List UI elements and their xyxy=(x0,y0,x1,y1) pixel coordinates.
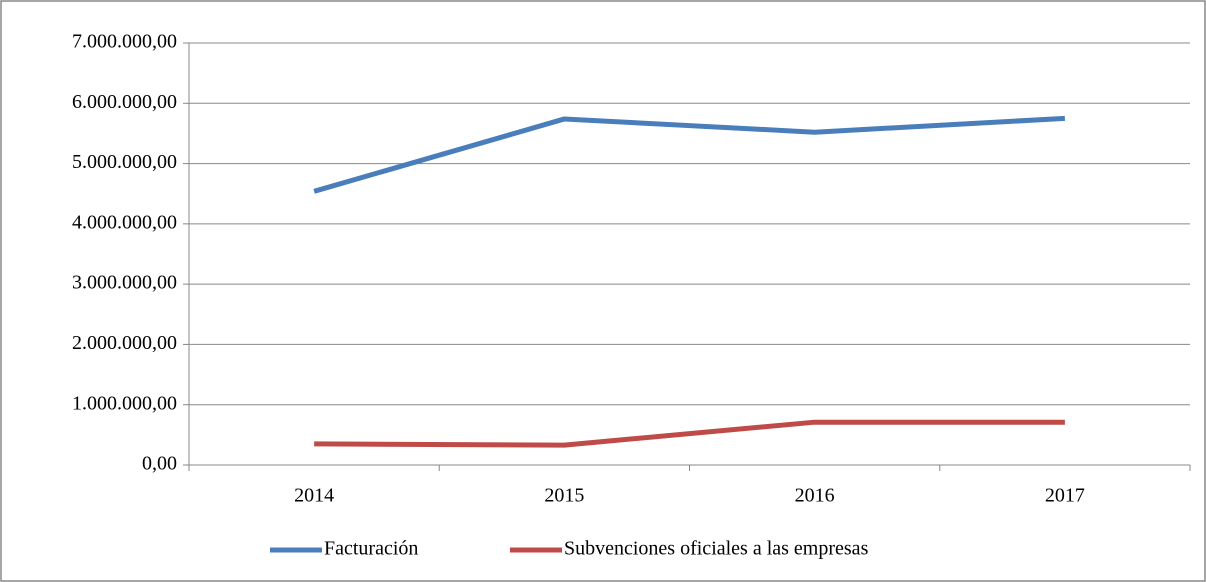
legend-label: Subvenciones oficiales a las empresas xyxy=(564,538,869,560)
data-line xyxy=(313,115,1066,194)
y-tick-label: 4.000.000,00 xyxy=(72,211,177,233)
y-tick-label: 5.000.000,00 xyxy=(72,151,177,173)
legend-label: Facturación xyxy=(324,538,418,560)
y-tick-label: 1.000.000,00 xyxy=(72,392,177,414)
data-line xyxy=(314,419,1065,448)
y-tick-label: 6.000.000,00 xyxy=(72,91,177,113)
x-tick-label: 2017 xyxy=(1045,485,1085,507)
x-tick-label: 2015 xyxy=(544,485,584,507)
x-tick-label: 2014 xyxy=(294,485,334,507)
y-tick-label: 7.000.000,00 xyxy=(72,31,177,53)
x-tick-label: 2016 xyxy=(795,485,835,507)
y-tick-label: 2.000.000,00 xyxy=(72,332,177,354)
y-tick-label: 3.000.000,00 xyxy=(72,272,177,294)
y-tick-label: 0,00 xyxy=(142,453,177,475)
